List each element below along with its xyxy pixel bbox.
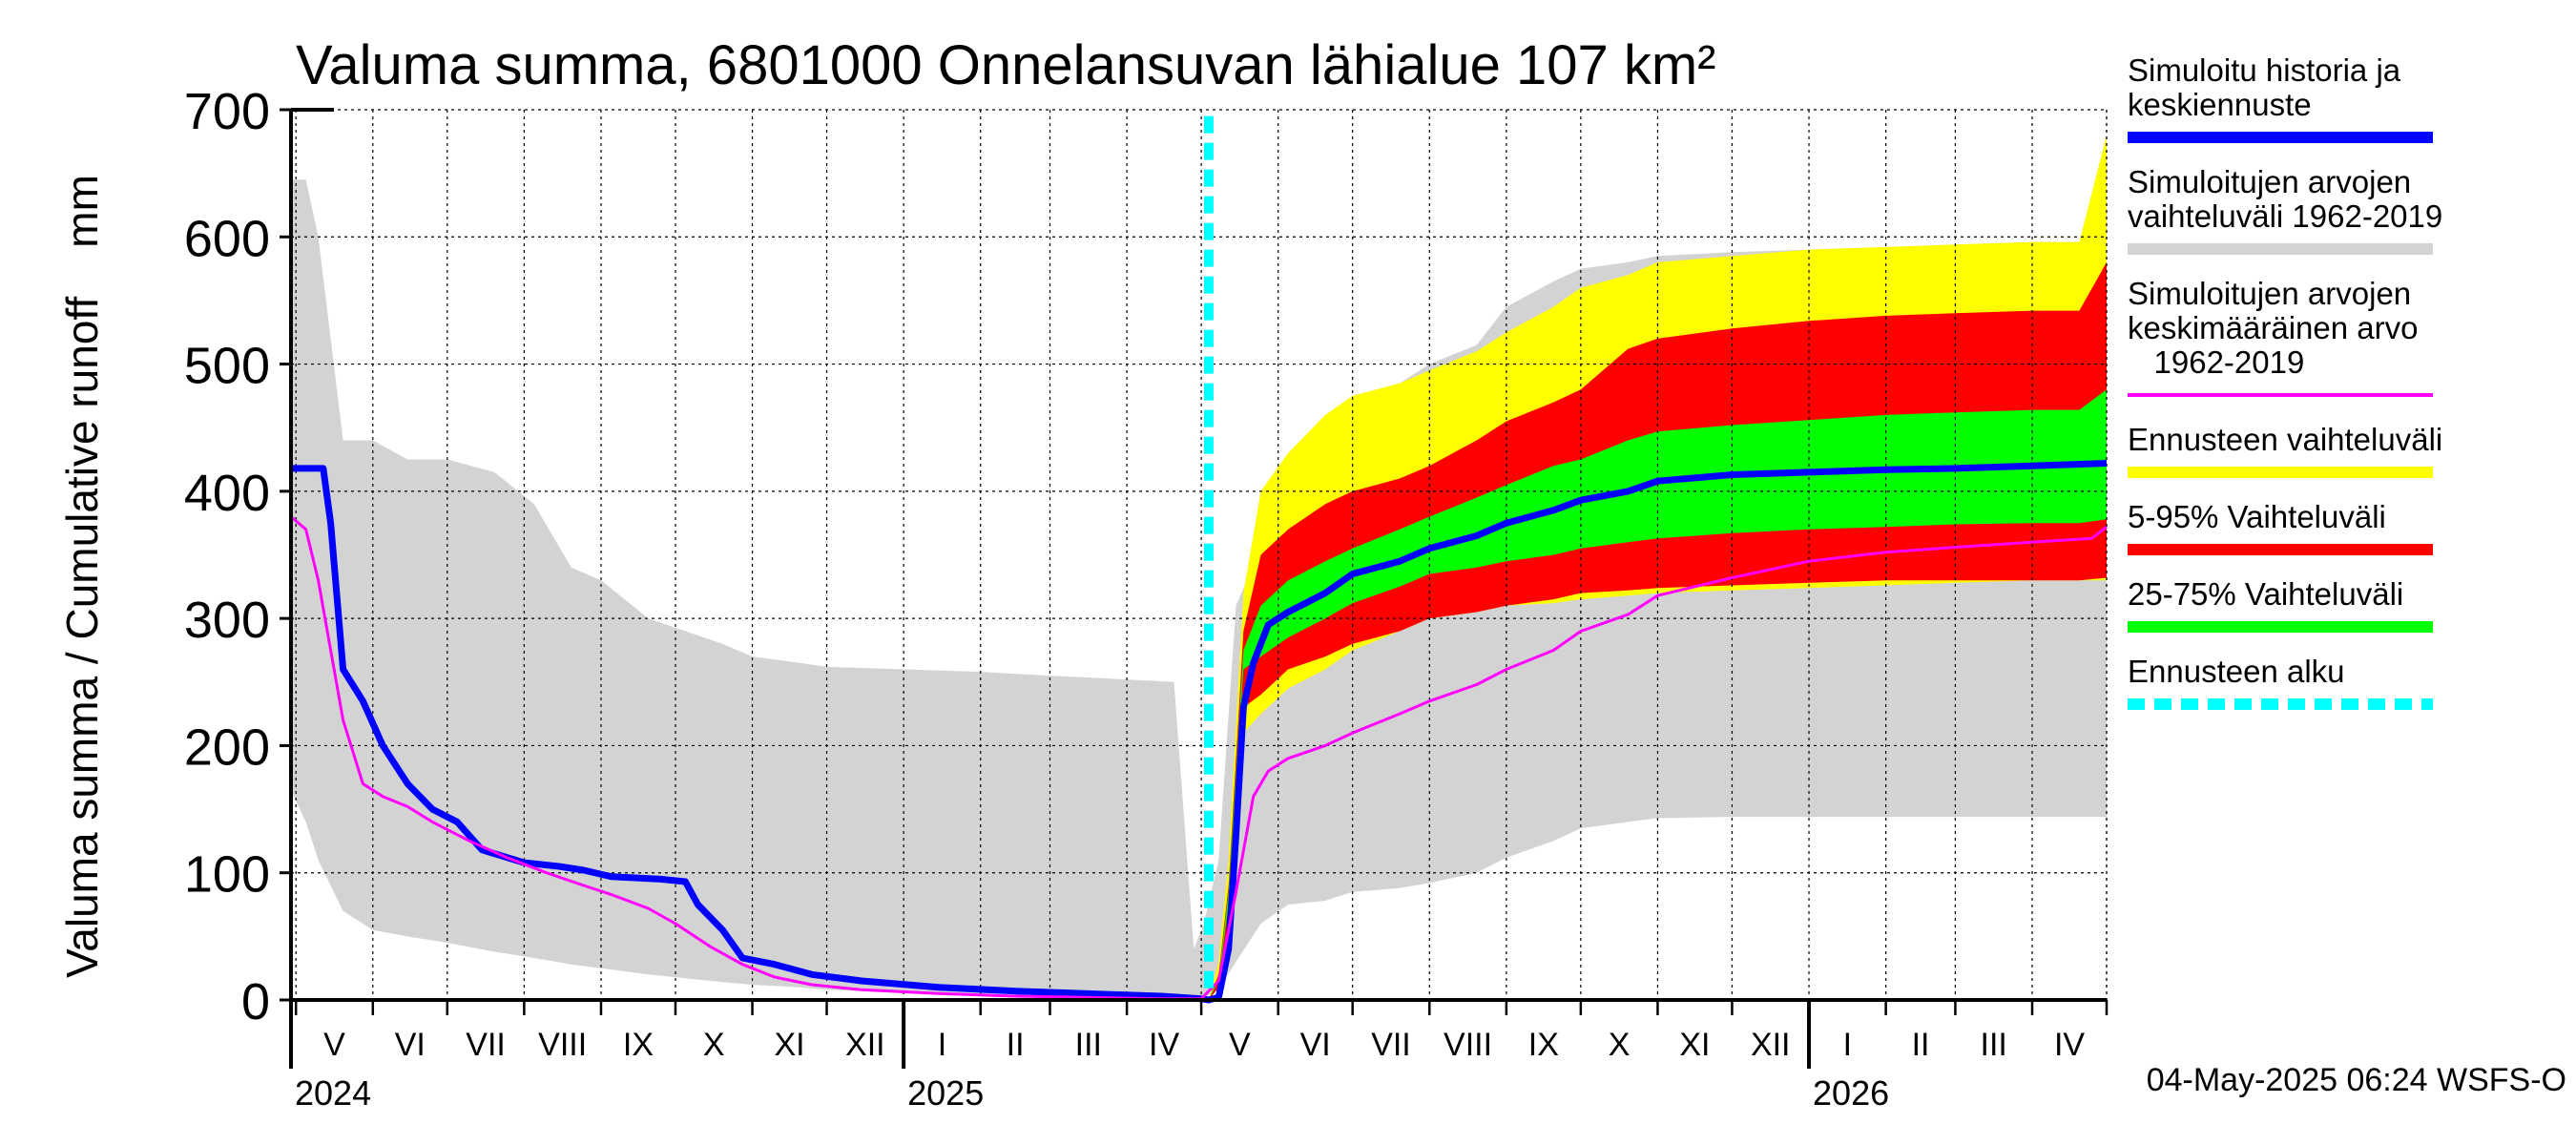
legend-label-4-0: 5-95% Vaihteluväli xyxy=(2128,499,2386,534)
month-label-6: XI xyxy=(774,1027,804,1063)
year-label-2: 2026 xyxy=(1813,1073,1889,1113)
legend-label-0-1: keskiennuste xyxy=(2128,87,2312,122)
y-tick-label-0: 0 xyxy=(241,973,270,1030)
legend-label-3-0: Ennusteen vaihteluväli xyxy=(2128,422,2442,457)
month-label-22: III xyxy=(1981,1027,2007,1063)
month-label-15: VIII xyxy=(1444,1027,1492,1063)
legend-label-1-0: Simuloitujen arvojen xyxy=(2128,164,2411,199)
month-label-13: VI xyxy=(1300,1027,1331,1063)
legend-label-5-0: 25-75% Vaihteluväli xyxy=(2128,576,2403,612)
legend-label-2-0: Simuloitujen arvojen xyxy=(2128,276,2411,311)
band-3 xyxy=(1208,389,2107,1000)
month-label-17: X xyxy=(1609,1027,1631,1063)
month-label-21: II xyxy=(1912,1027,1930,1063)
grid-layer xyxy=(291,109,2108,1000)
month-label-10: III xyxy=(1075,1027,1102,1063)
month-label-9: II xyxy=(1007,1027,1025,1063)
month-label-2: VII xyxy=(466,1027,506,1063)
y-axis-label: Valuma summa / Cumulative runoff mm xyxy=(57,175,107,978)
month-label-20: I xyxy=(1843,1027,1852,1063)
y-tick-label-1: 100 xyxy=(184,846,270,904)
legend-label-2-1: keskimääräinen arvo xyxy=(2128,310,2418,345)
month-label-12: V xyxy=(1229,1027,1251,1063)
legend-label-6-0: Ennusteen alku xyxy=(2128,654,2345,689)
year-label-1: 2025 xyxy=(907,1073,984,1113)
legend-label-2-2: 1962-2019 xyxy=(2128,344,2304,380)
year-label-0: 2024 xyxy=(295,1073,371,1113)
month-label-23: IV xyxy=(2054,1027,2085,1063)
month-label-1: VI xyxy=(395,1027,426,1063)
month-label-11: IV xyxy=(1149,1027,1179,1063)
month-label-4: IX xyxy=(623,1027,654,1063)
month-label-5: X xyxy=(703,1027,725,1063)
month-label-18: XI xyxy=(1679,1027,1710,1063)
month-label-14: VII xyxy=(1371,1027,1411,1063)
y-tick-label-7: 700 xyxy=(184,83,270,140)
month-label-16: IX xyxy=(1528,1027,1559,1063)
y-tick-label-3: 300 xyxy=(184,592,270,649)
month-label-0: V xyxy=(323,1027,345,1063)
month-label-3: VIII xyxy=(538,1027,587,1063)
month-label-7: XII xyxy=(845,1027,885,1063)
legend-label-1-1: vaihteluväli 1962-2019 xyxy=(2128,198,2442,234)
band-layer xyxy=(291,135,2107,1000)
y-tick-label-6: 600 xyxy=(184,210,270,267)
y-tick-label-2: 200 xyxy=(184,718,270,776)
timestamp: 04-May-2025 06:24 WSFS-O xyxy=(2147,1062,2566,1098)
y-tick-label-5: 500 xyxy=(184,338,270,395)
y-tick-label-4: 400 xyxy=(184,465,270,522)
series-line-0 xyxy=(291,460,2108,1004)
legend-label-0-0: Simuloitu historia ja xyxy=(2128,52,2401,88)
chart-title: Valuma summa, 6801000 Onnelansuvan lähia… xyxy=(296,34,1716,96)
month-label-8: I xyxy=(938,1027,946,1063)
month-label-19: XII xyxy=(1751,1027,1791,1063)
